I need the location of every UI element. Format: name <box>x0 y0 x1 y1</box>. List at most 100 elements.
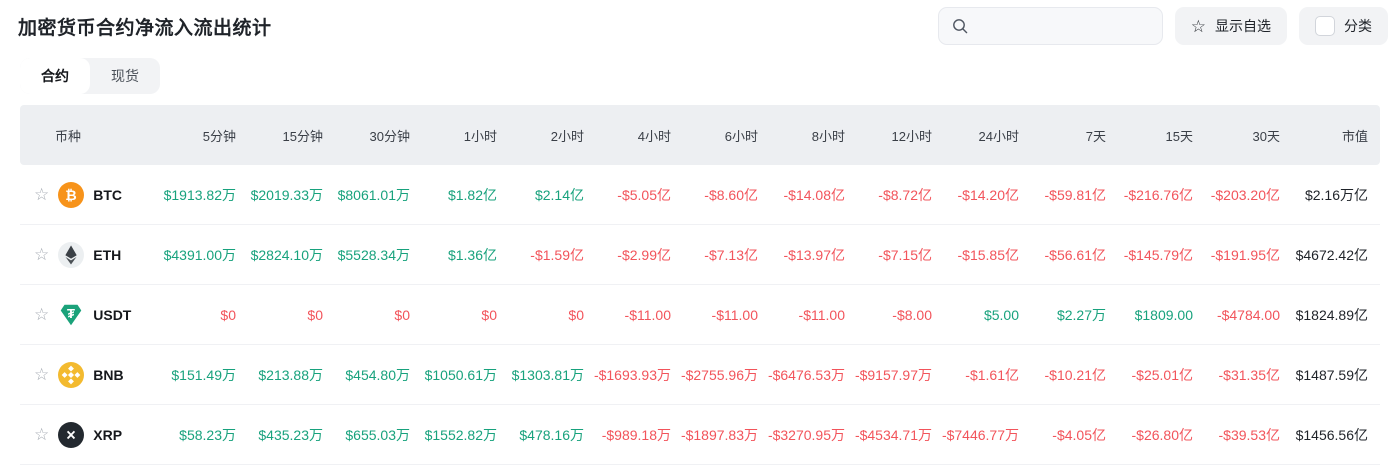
value-cell: $2.14亿 <box>501 165 588 225</box>
value-cell: $1456.56亿 <box>1284 405 1380 465</box>
column-header-1[interactable]: 5分钟 <box>153 105 240 165</box>
value-cell: -$59.81亿 <box>1023 165 1110 225</box>
category-checkbox[interactable] <box>1315 16 1335 36</box>
value-cell: $2.16万亿 <box>1284 165 1380 225</box>
usdt-coin-icon: ₮ <box>49 302 84 328</box>
value-cell: -$31.35亿 <box>1197 345 1284 405</box>
value-cell: -$7.15亿 <box>849 225 936 285</box>
coin-cell: ☆ ₿ BTC <box>20 165 153 225</box>
favorite-star-icon[interactable]: ☆ <box>34 185 50 204</box>
value-cell: $0 <box>414 285 501 345</box>
svg-text:₮: ₮ <box>67 305 75 320</box>
value-cell: -$1693.93万 <box>588 345 675 405</box>
value-cell: $1.82亿 <box>414 165 501 225</box>
value-cell: $4672.42亿 <box>1284 225 1380 285</box>
column-header-12[interactable]: 15天 <box>1110 105 1197 165</box>
column-header-13[interactable]: 30天 <box>1197 105 1284 165</box>
column-header-8[interactable]: 8小时 <box>762 105 849 165</box>
value-cell: $655.03万 <box>327 405 414 465</box>
favorite-star-icon[interactable]: ☆ <box>34 425 50 444</box>
value-cell: $435.23万 <box>240 405 327 465</box>
tab-spot[interactable]: 现货 <box>111 68 139 84</box>
value-cell: $1809.00 <box>1110 285 1197 345</box>
table-row[interactable]: ☆ BNB $151.49万 $213.88万 $454.80万 $1050.61万 $13… <box>20 345 1380 405</box>
value-cell: -$10.21亿 <box>1023 345 1110 405</box>
table-row[interactable]: ☆ × XRP $58.23万 $435.23万 $655.03万 $1552.82万 $47… <box>20 405 1380 465</box>
svg-text:₿: ₿ <box>66 186 77 202</box>
value-cell: -$1897.83万 <box>675 405 762 465</box>
value-cell: -$39.53亿 <box>1197 405 1284 465</box>
value-cell: -$25.01亿 <box>1110 345 1197 405</box>
value-cell: -$145.79亿 <box>1110 225 1197 285</box>
column-header-5[interactable]: 2小时 <box>501 105 588 165</box>
value-cell: -$7.13亿 <box>675 225 762 285</box>
svg-text:×: × <box>67 426 77 444</box>
value-cell: -$8.00 <box>849 285 936 345</box>
column-header-2[interactable]: 15分钟 <box>240 105 327 165</box>
coin-symbol: XRP <box>93 426 123 443</box>
value-cell: $0 <box>327 285 414 345</box>
column-header-0[interactable]: 币种 <box>20 105 153 165</box>
table-row[interactable]: ☆ ₿ BTC $1913.82万 $2019.33万 $8061.01万 $1.82亿 $2… <box>20 165 1380 225</box>
value-cell: -$1.61亿 <box>936 345 1023 405</box>
value-cell: $0 <box>240 285 327 345</box>
value-cell: $5.00 <box>936 285 1023 345</box>
favorite-star-icon[interactable]: ☆ <box>34 245 50 264</box>
value-cell: -$989.18万 <box>588 405 675 465</box>
market-type-tabs: 合约 现货 <box>20 58 160 94</box>
coin-cell: ☆ ETH <box>20 225 153 285</box>
value-cell: -$5.05亿 <box>588 165 675 225</box>
favorite-star-icon[interactable]: ☆ <box>34 305 50 324</box>
value-cell: -$14.20亿 <box>936 165 1023 225</box>
value-cell: -$7446.77万 <box>936 405 1023 465</box>
category-label: 分类 <box>1344 18 1372 34</box>
column-header-3[interactable]: 30分钟 <box>327 105 414 165</box>
show-watchlist-button[interactable]: ☆ 显示自选 <box>1174 7 1287 45</box>
value-cell: $1824.89亿 <box>1284 285 1380 345</box>
coin-symbol: USDT <box>93 306 132 323</box>
value-cell: -$14.08亿 <box>762 165 849 225</box>
show-watchlist-label: 显示自选 <box>1215 18 1271 34</box>
value-cell: -$8.60亿 <box>675 165 762 225</box>
value-cell: -$1.59亿 <box>501 225 588 285</box>
value-cell: -$11.00 <box>762 285 849 345</box>
value-cell: -$4.05亿 <box>1023 405 1110 465</box>
btc-coin-icon: ₿ <box>49 181 85 208</box>
value-cell: $213.88万 <box>240 345 327 405</box>
favorite-star-icon[interactable]: ☆ <box>34 365 50 384</box>
column-header-11[interactable]: 7天 <box>1023 105 1110 165</box>
netflow-table: 币种 5分钟 15分钟 30分钟 1小时 2小时 4小时 6小时 8小时 12小时 24小时 7天 15… <box>20 105 1380 465</box>
value-cell: -$26.80亿 <box>1110 405 1197 465</box>
value-cell: -$191.95亿 <box>1197 225 1284 285</box>
coin-symbol: BNB <box>93 366 124 383</box>
bnb-coin-icon <box>49 361 85 388</box>
search-input[interactable] <box>976 17 1150 35</box>
column-header-9[interactable]: 12小时 <box>849 105 936 165</box>
toolbar: ☆ 显示自选 分类 <box>937 7 1388 45</box>
value-cell: $1.36亿 <box>414 225 501 285</box>
coin-symbol: ETH <box>93 246 122 263</box>
category-button[interactable]: 分类 <box>1299 7 1388 45</box>
table-row[interactable]: ☆ ₮ USDT $0 $0 $0 $0 $0 -$11.00 -$11.00 -$11.00 -$8… <box>20 285 1380 345</box>
search-box[interactable] <box>937 7 1163 45</box>
column-header-14[interactable]: 市值 <box>1284 105 1380 165</box>
value-cell: $2824.10万 <box>240 225 327 285</box>
value-cell: $1050.61万 <box>414 345 501 405</box>
value-cell: -$203.20亿 <box>1197 165 1284 225</box>
value-cell: $478.16万 <box>501 405 588 465</box>
value-cell: -$3270.95万 <box>762 405 849 465</box>
table-row[interactable]: ☆ ETH $4391.00万 $2824.10万 $5528.34万 $1.36亿 -$1… <box>20 225 1380 285</box>
column-header-7[interactable]: 6小时 <box>675 105 762 165</box>
page-title: 加密货币合约净流入流出统计 <box>18 17 272 39</box>
top-bar: 加密货币合约净流入流出统计 ☆ 显示自选 分类 <box>0 0 1400 48</box>
value-cell: $151.49万 <box>153 345 240 405</box>
tab-contract[interactable]: 合约 <box>20 58 90 94</box>
column-header-4[interactable]: 1小时 <box>414 105 501 165</box>
value-cell: -$8.72亿 <box>849 165 936 225</box>
value-cell: $5528.34万 <box>327 225 414 285</box>
column-header-10[interactable]: 24小时 <box>936 105 1023 165</box>
value-cell: -$2.99亿 <box>588 225 675 285</box>
coin-cell: ☆ × XRP <box>20 405 153 465</box>
column-header-6[interactable]: 4小时 <box>588 105 675 165</box>
xrp-coin-icon: × <box>49 421 85 448</box>
